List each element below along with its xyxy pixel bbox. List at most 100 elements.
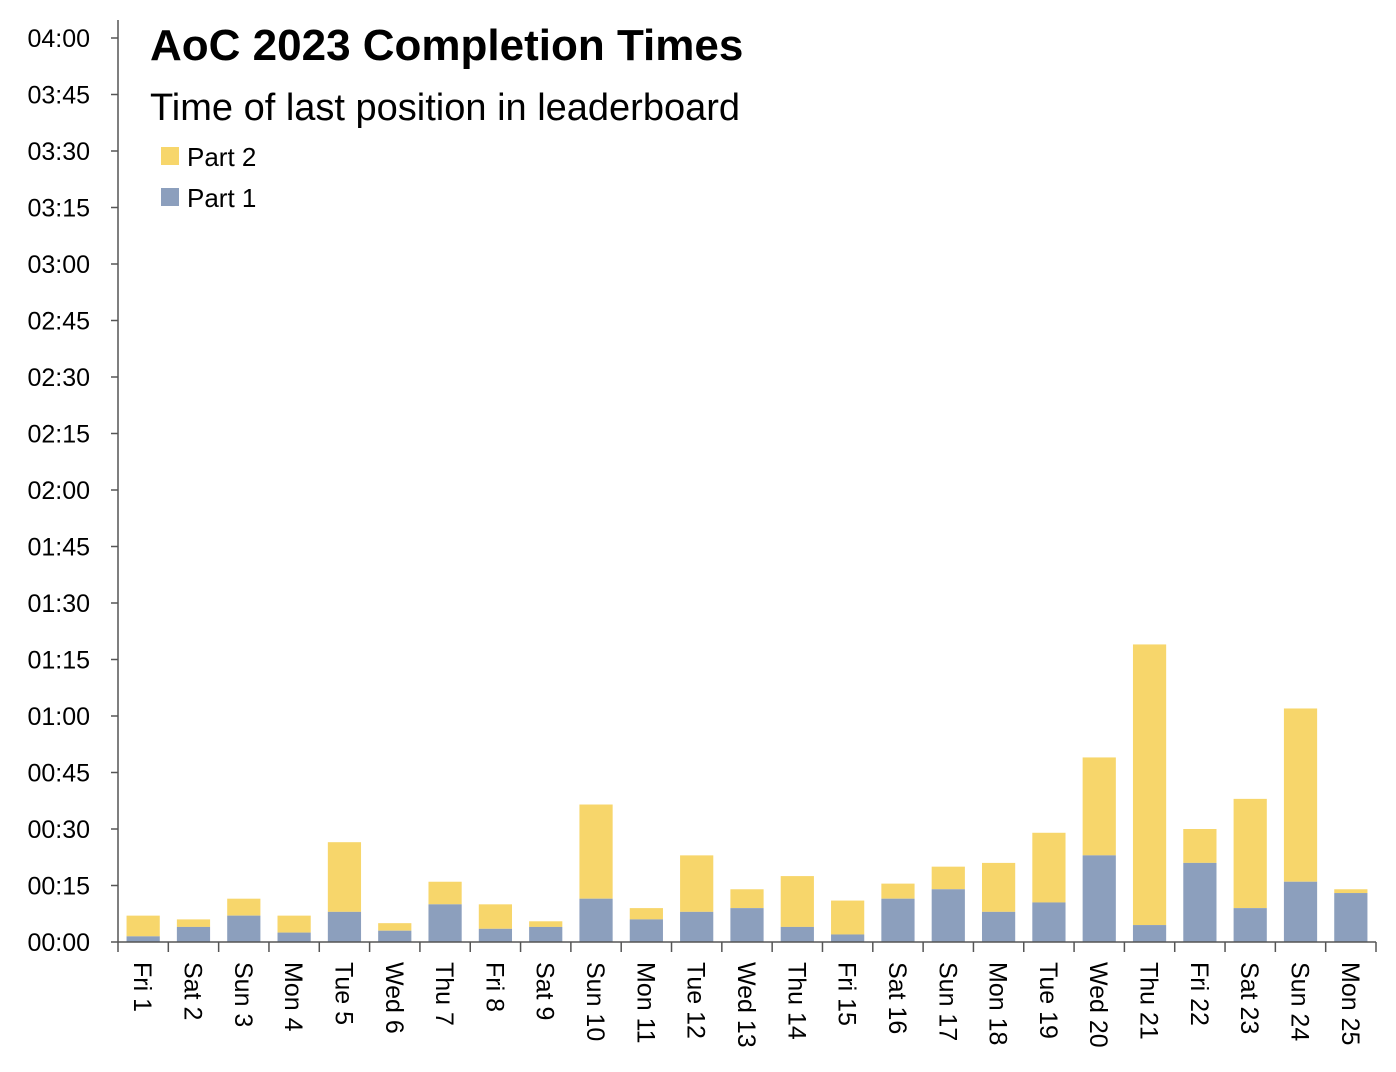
x-category-label: Sun 24	[1286, 962, 1314, 1041]
x-category-label: Fri 8	[480, 962, 508, 1012]
bar-part-1	[1032, 902, 1066, 942]
x-category-label: Wed 13	[732, 962, 760, 1048]
x-category-label: Mon 4	[279, 962, 307, 1032]
x-category-label: Sat 16	[883, 962, 911, 1034]
y-tick-label: 00:15	[27, 873, 90, 901]
bar-part-2	[1334, 889, 1368, 894]
bar-part-1	[1334, 893, 1368, 942]
y-tick-label: 00:00	[27, 929, 90, 957]
bar-part-2	[1132, 644, 1167, 926]
bar-part-1	[780, 926, 814, 942]
y-tick-label: 03:15	[27, 195, 90, 223]
bar-part-2	[478, 904, 513, 929]
bar-part-2	[428, 881, 462, 905]
bar-part-2	[730, 889, 764, 909]
x-category-label: Sun 10	[581, 962, 609, 1041]
bar-part-1	[629, 919, 663, 942]
bar-part-1	[378, 930, 412, 942]
bar-part-2	[831, 900, 865, 935]
x-category-label: Wed 20	[1084, 962, 1112, 1048]
y-tick-label: 03:00	[27, 251, 90, 279]
bar-part-1	[1283, 881, 1318, 942]
bar-part-2	[981, 862, 1016, 912]
y-tick-label: 01:45	[27, 534, 90, 562]
bar-part-1	[176, 926, 211, 942]
x-category-label: Wed 6	[380, 962, 408, 1034]
bar-part-1	[931, 889, 965, 942]
y-tick-label: 03:45	[27, 82, 90, 110]
y-tick-label: 02:30	[27, 364, 90, 392]
y-tick-label: 04:00	[27, 25, 90, 53]
y-tick-label: 00:45	[27, 760, 90, 788]
x-category-label: Tue 19	[1034, 962, 1062, 1039]
bar-part-1	[1183, 862, 1217, 942]
bar-part-1	[831, 934, 865, 942]
bar-part-1	[680, 911, 714, 942]
x-category-label: Mon 11	[631, 962, 659, 1044]
y-tick-label: 02:15	[27, 421, 90, 449]
x-category-label: Fri 1	[128, 962, 156, 1012]
bar-part-1	[1132, 925, 1167, 942]
x-category-label: Sun 17	[933, 962, 961, 1041]
x-category-label: Sat 2	[178, 962, 206, 1020]
legend-swatch-part-2	[161, 147, 179, 165]
x-category-label: Sat 23	[1235, 962, 1263, 1034]
bar-part-2	[378, 923, 412, 931]
x-category-label: Thu 14	[782, 962, 810, 1040]
bar-part-1	[428, 904, 462, 942]
bar-part-1	[1233, 908, 1267, 942]
bar-part-2	[680, 855, 714, 912]
bar-part-2	[1032, 832, 1066, 903]
legend-swatch-part-1	[161, 188, 179, 206]
x-axis: Fri 1 Sat 2 Sun 3 Mon 4 Tue 5 Wed 6 Thu 7 Fri 8…	[117, 941, 1377, 1048]
x-category-label: Tue 12	[682, 962, 710, 1039]
y-tick-label: 01:15	[27, 647, 90, 675]
bar-part-2	[176, 919, 211, 927]
bar-part-1	[126, 936, 160, 942]
x-category-label: Fri 22	[1185, 962, 1213, 1026]
bar-part-1	[579, 898, 613, 942]
bar-part-2	[1183, 829, 1217, 863]
y-tick-label: 00:30	[27, 816, 90, 844]
chart-title: AoC 2023 Completion Times	[150, 21, 743, 70]
bar-series	[126, 644, 1368, 942]
x-category-label: Sun 3	[229, 962, 257, 1027]
bar-part-1	[327, 911, 362, 942]
y-tick-label: 01:30	[27, 590, 90, 618]
bar-part-2	[1283, 708, 1318, 882]
bar-part-2	[780, 876, 814, 927]
y-axis: 00:00 00:15 00:30 00:45 01:00 01:15 01:30 01:45…	[27, 20, 119, 957]
x-category-label: Mon 18	[984, 962, 1012, 1045]
x-category-label: Fri 15	[833, 962, 861, 1026]
x-category-label: Mon 25	[1336, 962, 1364, 1045]
x-category-label: Sat 9	[531, 962, 559, 1020]
x-category-label: Thu 7	[430, 962, 458, 1026]
y-tick-label: 03:30	[27, 138, 90, 166]
legend-label-part-1: Part 1	[187, 183, 256, 213]
x-category-label: Tue 5	[329, 962, 357, 1025]
bar-part-2	[327, 842, 362, 912]
bar-part-2	[227, 898, 261, 916]
bar-part-1	[730, 908, 764, 942]
bar-part-2	[1233, 798, 1267, 909]
bar-part-1	[881, 898, 915, 942]
x-category-label: Thu 21	[1135, 962, 1163, 1040]
bar-part-1	[227, 915, 261, 942]
bar-part-1	[981, 911, 1016, 942]
bar-part-2	[629, 908, 663, 920]
legend: Part 2 Part 1	[161, 142, 256, 213]
bar-part-2	[579, 804, 613, 899]
legend-label-part-2: Part 2	[187, 142, 256, 172]
chart-subtitle: Time of last position in leaderboard	[150, 87, 740, 129]
bar-part-2	[277, 915, 311, 933]
y-tick-label: 02:00	[27, 477, 90, 505]
bar-part-2	[529, 921, 563, 927]
y-tick-label: 01:00	[27, 703, 90, 731]
bar-part-1	[478, 928, 513, 942]
bar-part-1	[277, 932, 311, 942]
bar-part-1	[529, 926, 563, 942]
y-tick-label: 02:45	[27, 308, 90, 336]
bar-part-1	[1082, 855, 1116, 942]
bar-part-2	[1082, 757, 1116, 856]
